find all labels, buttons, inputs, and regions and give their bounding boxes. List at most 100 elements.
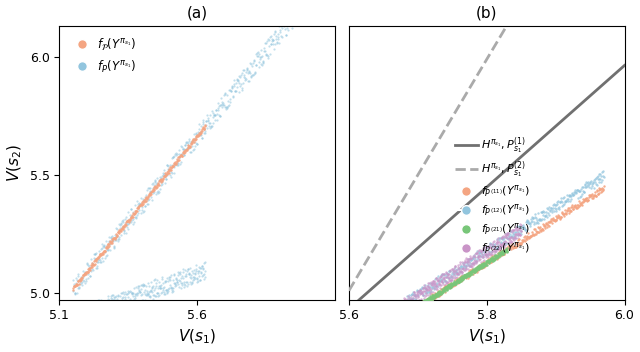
Point — [81, 314, 92, 319]
Point — [78, 272, 88, 277]
Point — [374, 329, 384, 335]
Point — [191, 263, 201, 268]
Legend: $f_{\mathcal{P}}(Y^{\pi_{s_1}})$, $f_{P}(Y^{\pi_{s_1}})$: $f_{\mathcal{P}}(Y^{\pi_{s_1}})$, $f_{P}… — [65, 32, 141, 79]
Point — [431, 287, 441, 292]
Point — [113, 236, 123, 242]
Point — [145, 193, 155, 198]
Point — [364, 334, 374, 340]
Point — [536, 217, 546, 223]
Point — [522, 234, 532, 240]
Point — [386, 309, 396, 314]
Point — [153, 182, 163, 188]
Point — [100, 308, 110, 313]
Point — [211, 112, 221, 118]
Point — [96, 251, 106, 257]
Point — [461, 264, 471, 269]
Point — [157, 287, 168, 293]
Point — [564, 208, 575, 214]
Point — [458, 266, 468, 271]
Point — [473, 252, 483, 257]
Point — [196, 133, 206, 138]
Point — [492, 236, 502, 241]
Point — [407, 299, 417, 304]
Point — [433, 278, 444, 284]
Point — [580, 181, 590, 187]
Point — [393, 307, 403, 312]
Point — [500, 233, 510, 239]
Point — [73, 278, 83, 284]
Point — [405, 307, 415, 313]
Point — [447, 283, 457, 289]
Point — [233, 77, 243, 83]
Point — [495, 235, 506, 241]
Point — [598, 183, 609, 189]
Point — [394, 317, 404, 323]
Point — [417, 302, 427, 308]
Point — [115, 229, 125, 234]
Point — [77, 316, 88, 322]
Point — [492, 246, 502, 251]
Point — [479, 263, 490, 268]
Point — [482, 258, 492, 264]
Point — [236, 87, 246, 93]
Point — [409, 289, 419, 295]
Point — [516, 231, 526, 237]
Point — [404, 295, 415, 301]
Point — [501, 247, 511, 253]
Point — [442, 283, 452, 289]
Point — [465, 253, 475, 259]
Point — [292, 14, 303, 20]
Point — [152, 290, 163, 296]
Point — [456, 274, 467, 279]
Point — [75, 277, 85, 283]
Point — [172, 279, 182, 284]
Point — [398, 311, 408, 317]
Point — [227, 84, 237, 89]
Point — [449, 276, 460, 281]
Point — [383, 313, 394, 319]
Point — [403, 293, 413, 298]
Point — [177, 283, 188, 288]
Point — [457, 277, 467, 283]
Point — [451, 281, 461, 287]
Point — [154, 186, 164, 191]
Point — [183, 145, 193, 151]
Point — [184, 143, 195, 148]
Point — [444, 283, 454, 288]
Point — [509, 232, 520, 237]
Point — [426, 297, 436, 303]
Point — [508, 239, 518, 245]
Point — [388, 318, 399, 323]
Point — [206, 124, 216, 130]
Point — [377, 319, 387, 325]
Point — [436, 274, 446, 280]
Point — [442, 284, 452, 290]
Point — [428, 294, 438, 300]
Point — [456, 269, 466, 274]
Point — [440, 284, 451, 289]
Point — [420, 297, 431, 302]
Point — [396, 298, 406, 304]
Point — [137, 202, 147, 208]
Point — [372, 329, 382, 335]
Point — [182, 144, 193, 150]
Point — [417, 301, 427, 307]
Point — [438, 272, 449, 277]
Point — [71, 280, 81, 286]
Point — [240, 77, 250, 83]
Point — [458, 274, 468, 279]
Point — [515, 241, 525, 247]
Point — [548, 217, 559, 222]
Point — [396, 316, 406, 322]
Point — [424, 289, 435, 295]
Point — [397, 301, 407, 307]
Point — [535, 218, 545, 223]
Point — [571, 204, 581, 209]
Point — [394, 307, 404, 312]
Point — [578, 185, 588, 190]
Point — [387, 315, 397, 321]
Point — [415, 291, 426, 296]
Point — [383, 308, 393, 314]
Point — [102, 310, 112, 315]
Point — [436, 287, 447, 292]
